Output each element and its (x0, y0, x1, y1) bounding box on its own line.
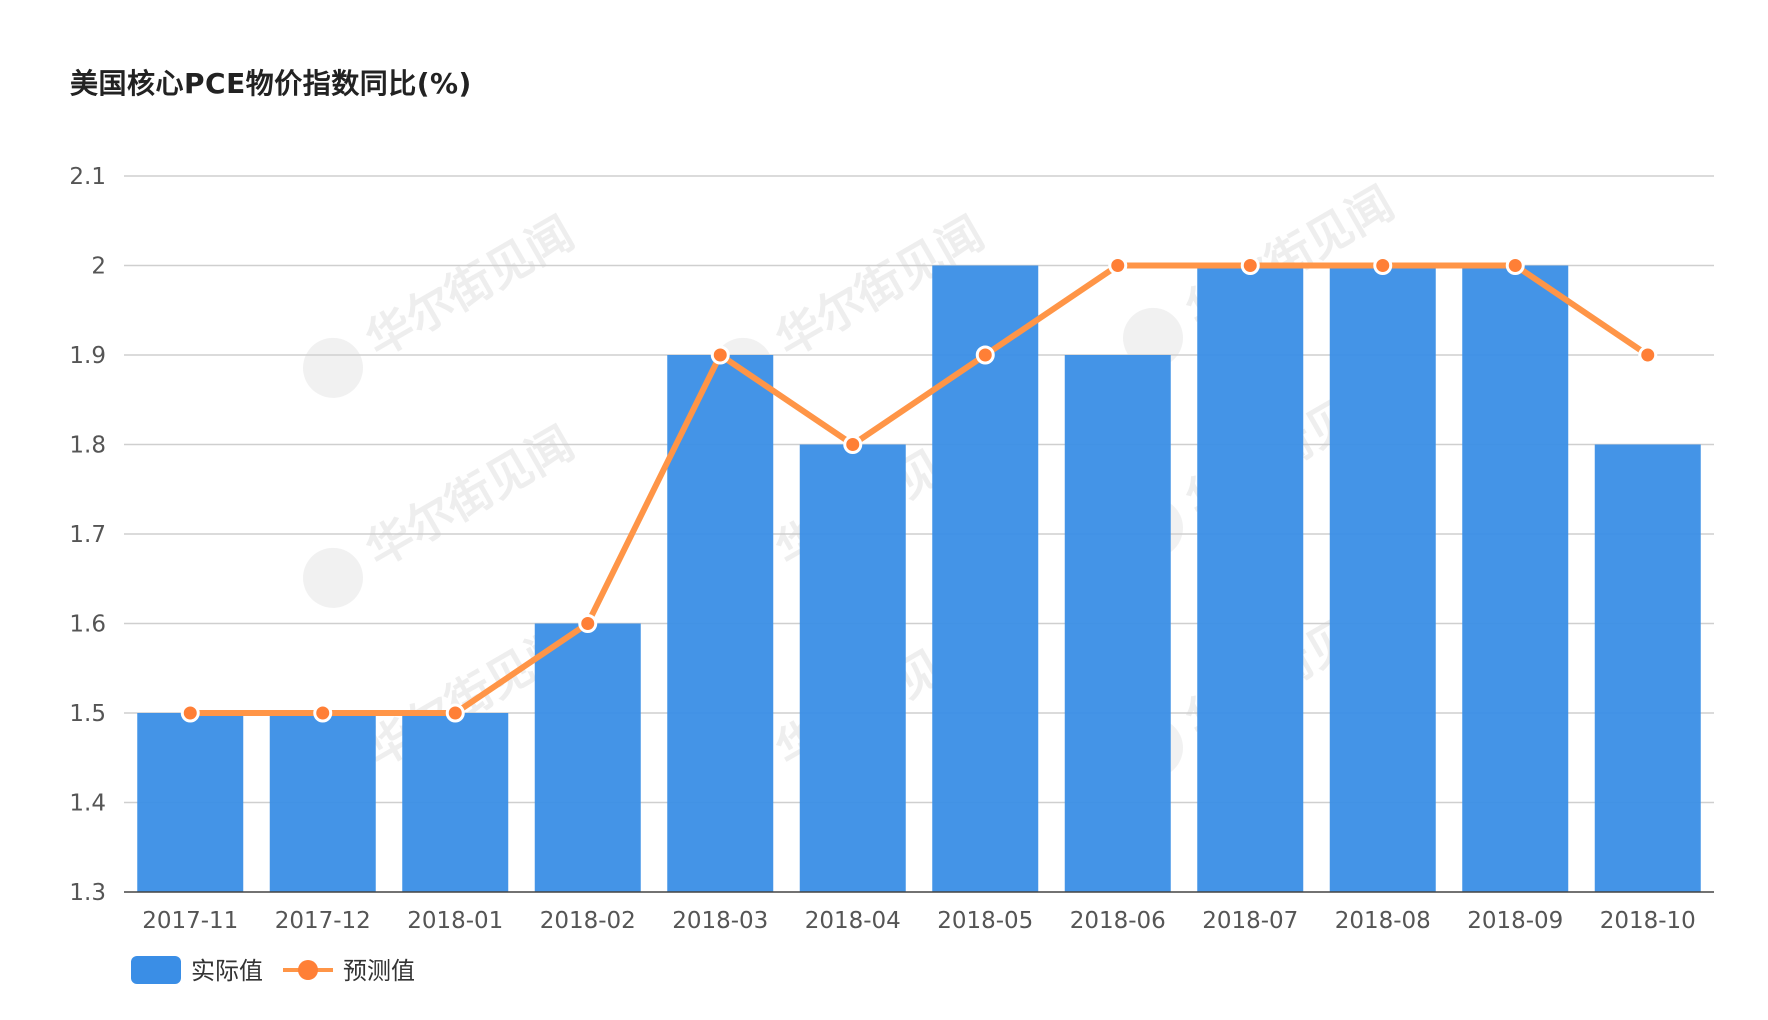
bar-2018-04[interactable] (799, 444, 906, 893)
x-axis-ticks: 2017-11 2017-12 2018-01 2018-02 2018-03 2018-… (142, 908, 1696, 934)
forecast-point-2018-07[interactable] (1240, 256, 1260, 275)
bar-series (137, 265, 1701, 893)
bar-2018-08[interactable] (1329, 265, 1436, 893)
watermark-text: 华尔街见闻 (357, 206, 583, 368)
forecast-point-2018-04[interactable] (843, 435, 863, 454)
forecast-point-2018-01[interactable] (445, 703, 465, 723)
y-tick-label: 2 (91, 254, 106, 280)
y-tick-label: 1.4 (69, 791, 106, 817)
forecast-line (187, 262, 1651, 716)
forecast-point-2018-03[interactable] (710, 345, 730, 365)
bar-2017-11[interactable] (137, 713, 244, 892)
forecast-point-2018-08[interactable] (1373, 256, 1393, 275)
x-tick-label: 2018-10 (1600, 908, 1696, 934)
bar-2018-07[interactable] (1197, 265, 1304, 893)
watermark: 华尔街见闻 (303, 416, 583, 608)
y-tick-label: 2.1 (69, 164, 106, 190)
x-tick-label: 2018-08 (1335, 908, 1431, 934)
chart-title: 美国核心PCE物价指数同比(%) (70, 67, 472, 100)
x-tick-label: 2018-07 (1202, 908, 1298, 934)
x-tick-label: 2018-06 (1070, 908, 1166, 934)
bar-2018-03[interactable] (667, 355, 774, 892)
legend-item-actual[interactable]: 实际值 (131, 956, 263, 985)
watermark: 华尔街见闻 (303, 206, 583, 398)
x-tick-label: 2018-09 (1467, 908, 1563, 934)
legend-bar-swatch-icon (131, 956, 181, 984)
watermark-logo-icon (303, 547, 363, 608)
y-tick-label: 1.3 (69, 880, 106, 906)
x-tick-label: 2018-03 (672, 908, 768, 934)
watermark-text: 华尔街见闻 (357, 416, 583, 578)
bar-2018-10[interactable] (1594, 444, 1701, 893)
legend-label-actual: 实际值 (191, 957, 263, 985)
x-tick-label: 2018-04 (805, 908, 901, 934)
bar-2017-12[interactable] (269, 713, 376, 892)
legend[interactable]: 实际值 预测值 (131, 956, 415, 985)
x-tick-label: 2017-12 (275, 908, 371, 934)
bar-2018-05[interactable] (932, 265, 1039, 893)
bar-2018-09[interactable] (1462, 265, 1569, 893)
x-tick-label: 2018-01 (407, 908, 503, 934)
y-tick-label: 1.6 (69, 612, 106, 638)
forecast-point-2017-11[interactable] (180, 703, 200, 723)
bar-2018-01[interactable] (402, 713, 509, 892)
watermark-logo-icon (303, 337, 363, 398)
y-tick-label: 1.9 (69, 343, 106, 369)
y-tick-label: 1.8 (69, 433, 106, 459)
forecast-point-2018-09[interactable] (1505, 256, 1525, 275)
y-axis-ticks: 1.3 1.4 1.5 1.6 1.7 1.8 1.9 2 2.1 (69, 164, 106, 906)
x-tick-label: 2017-11 (142, 908, 238, 934)
y-tick-label: 1.5 (69, 701, 106, 727)
bar-2018-02[interactable] (534, 623, 641, 893)
line-series (180, 256, 1658, 723)
forecast-point-2018-10[interactable] (1638, 345, 1658, 365)
watermark-logo-icon (1123, 307, 1183, 368)
legend-item-forecast[interactable]: 预测值 (283, 957, 415, 985)
forecast-point-2017-12[interactable] (313, 703, 333, 723)
legend-marker-icon (298, 960, 318, 980)
forecast-point-2018-02[interactable] (578, 614, 598, 633)
x-tick-label: 2018-02 (540, 908, 636, 934)
bar-2018-06[interactable] (1064, 355, 1171, 892)
x-tick-label: 2018-05 (937, 908, 1033, 934)
forecast-point-2018-06[interactable] (1108, 256, 1128, 275)
legend-label-forecast: 预测值 (343, 957, 415, 985)
forecast-point-2018-05[interactable] (975, 345, 995, 365)
y-tick-label: 1.7 (69, 522, 106, 548)
